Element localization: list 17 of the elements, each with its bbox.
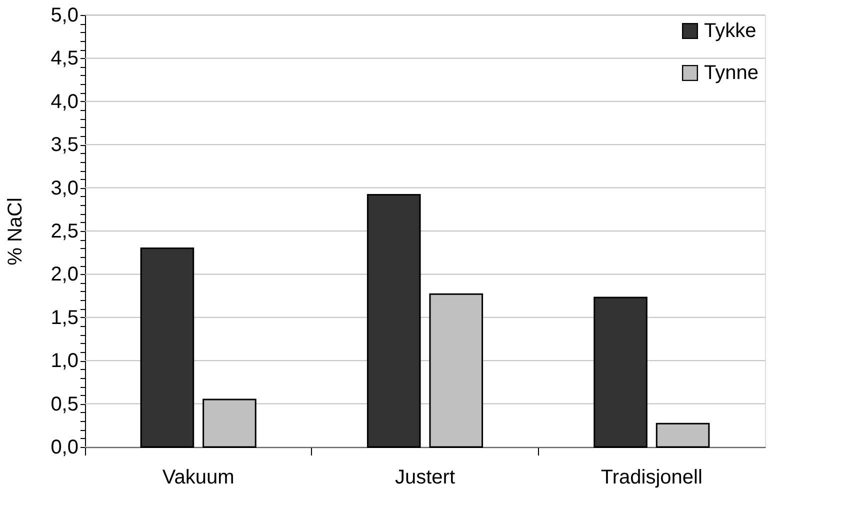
- y-axis-title: % NaCl: [4, 198, 27, 266]
- y-tick-label: 2,0: [50, 264, 78, 286]
- y-tick-label: 0,5: [50, 393, 78, 416]
- y-tick-label: 4,5: [50, 48, 78, 70]
- y-tick-label: 3,0: [50, 177, 78, 200]
- y-tick-label: 5,0: [50, 4, 78, 26]
- x-tick-label: Justert: [394, 466, 456, 488]
- y-tick-label: 0,0: [50, 436, 78, 458]
- y-tick-label: 1,0: [50, 350, 78, 372]
- y-tick-label: 1,5: [50, 306, 78, 329]
- y-tick-label: 3,5: [50, 134, 78, 156]
- y-tick-label: 2,5: [50, 220, 78, 242]
- x-tick-label: Tradisjonell: [600, 466, 702, 488]
- x-tick-label: Vakuum: [162, 466, 234, 488]
- y-tick-label: 4,0: [50, 90, 78, 113]
- legend-label: Tykke: [704, 20, 756, 42]
- legend-label: Tynne: [704, 62, 758, 84]
